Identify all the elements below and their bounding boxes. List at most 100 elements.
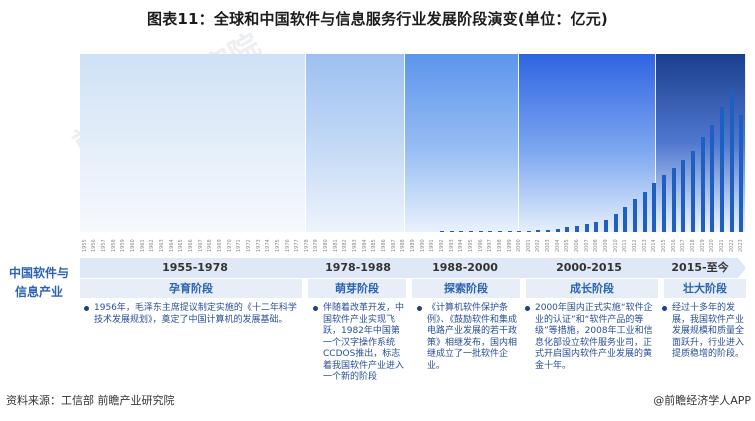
x-tick-label: 2010 — [612, 239, 619, 252]
x-tick-label: 1986 — [381, 239, 388, 252]
period-1978-1988: 1978-1988 — [302, 258, 414, 278]
bar — [459, 230, 464, 232]
bar — [594, 222, 599, 232]
bar — [633, 199, 637, 232]
period-2000-2015: 2000-2015 — [516, 258, 662, 278]
x-tick-label: 1996 — [477, 239, 484, 252]
bar — [642, 191, 647, 232]
x-tick-label: 1961 — [139, 239, 146, 252]
x-tick-label: 1995 — [467, 239, 474, 252]
x-axis-labels: 1955 1956 1957 1958 1959 1960 1961 1962 1963 1964… — [80, 234, 750, 254]
period-1955-1978: 1955-1978 — [80, 258, 310, 278]
x-tick-label: 2004 — [554, 239, 561, 252]
source-note: 资料来源：工信部 前瞻产业研究院 — [6, 394, 175, 407]
x-tick-label: 1967 — [197, 239, 204, 252]
stage-desc-text: 经过十多年的发展，我国软件产业发展规模和质量全面跃升，行业进入提质稳增的阶段。 — [672, 303, 745, 359]
bar — [478, 230, 483, 232]
row-label-line1: 中国软件与 — [8, 266, 69, 280]
bar — [526, 230, 531, 232]
stage-band-1 — [80, 54, 306, 232]
x-tick-label: 1975 — [274, 239, 281, 252]
period-2015-now: 2015-至今 — [654, 258, 746, 278]
stage-desc-text: 1956年，毛泽东主席提议制定实施的《十二年科学技术发展规划》，奠定了中国计算机… — [94, 303, 297, 325]
x-tick-label: 1959 — [120, 239, 127, 252]
x-tick-label: 1960 — [130, 239, 137, 252]
chart-area: 1955 1956 1957 1958 1959 1960 1961 1962 1963 1964… — [80, 54, 750, 254]
bar — [488, 230, 493, 232]
bullet-icon — [313, 306, 318, 311]
x-tick-label: 1955 — [81, 239, 88, 252]
x-tick-label: 1956 — [91, 239, 98, 252]
x-tick-label: 1992 — [438, 239, 445, 252]
x-tick-label: 1982 — [342, 239, 349, 252]
stage-desc-text: 伴随着改革开发，中国软件产业实现飞跃，1982年中国第一个汉字操作系统CCDOS… — [323, 303, 405, 382]
x-tick-label: 2015 — [660, 239, 667, 252]
stage-name-1: 孕育阶段 — [80, 279, 302, 298]
x-tick-label: 1985 — [371, 239, 378, 252]
x-tick-label: 1974 — [265, 239, 272, 252]
x-tick-label: 1976 — [284, 239, 291, 252]
x-tick-label: 2016 — [670, 239, 677, 252]
stage-name-4: 成长阶段 — [526, 279, 658, 298]
stage-desc-text: 《计算机软件保护条例》、《鼓励软件和集成电路产业发展的若干政策》相继发布，国内相… — [427, 303, 518, 371]
bar — [739, 115, 744, 232]
x-tick-label: 1989 — [410, 239, 416, 252]
bar-series — [80, 54, 750, 232]
bar — [565, 226, 570, 232]
x-tick-label: 1973 — [255, 239, 262, 252]
brand-credit: @前瞻经济学人APP — [653, 394, 751, 407]
bar — [439, 230, 444, 232]
bar — [575, 225, 580, 232]
row-label: 中国软件与 信息产业 — [6, 264, 72, 302]
period-row: 1955-1978 1978-1988 1988-2000 2000-2015 … — [80, 258, 750, 278]
stage-desc-text: 2000年国内正式实施“软件企业的认证”和“软件产品的等级”等措施，2008年工… — [535, 303, 653, 371]
bar — [497, 230, 502, 232]
bar — [671, 168, 676, 232]
stage-desc-3: 《计算机软件保护条例》、《鼓励软件和集成电路产业发展的若干政策》相继发布，国内相… — [417, 303, 517, 372]
bar — [700, 137, 705, 232]
x-tick-label: 1998 — [496, 239, 503, 252]
stage-desc-2: 伴随着改革开发，中国软件产业实现飞跃，1982年中国第一个汉字操作系统CCDOS… — [313, 303, 405, 384]
x-tick-label: 1969 — [216, 239, 223, 252]
x-tick-label: 1987 — [390, 239, 397, 252]
x-tick-label: 2022 — [728, 239, 735, 252]
x-tick-label: 2003 — [545, 239, 552, 252]
x-tick-label: 1994 — [458, 239, 465, 252]
x-tick-label: 1966 — [188, 239, 194, 252]
stage-band-2 — [306, 54, 405, 232]
bar — [652, 183, 657, 232]
x-tick-label: 2021 — [718, 239, 725, 252]
x-tick-label: 2019 — [699, 239, 706, 252]
bar — [719, 107, 724, 232]
x-tick-label: 1993 — [448, 239, 455, 252]
x-tick-label: 2014 — [651, 239, 658, 252]
x-tick-label: 1963 — [159, 239, 166, 252]
stage-desc-5: 经过十多年的发展，我国软件产业发展规模和质量全面跃升，行业进入提质稳增的阶段。 — [662, 303, 752, 361]
bar — [710, 124, 715, 232]
x-tick-label: 1979 — [313, 239, 320, 252]
period-1988-2000: 1988-2000 — [406, 258, 524, 278]
x-tick-label: 1997 — [487, 239, 494, 252]
row-label-line2: 信息产业 — [14, 285, 63, 299]
bullet-icon — [417, 306, 422, 311]
bar — [507, 230, 512, 232]
x-tick-label: 1957 — [101, 239, 108, 252]
bar — [555, 228, 560, 232]
x-tick-label: 2012 — [632, 239, 638, 252]
stage-name-2: 萌芽阶段 — [308, 279, 406, 298]
bar — [613, 214, 618, 232]
x-tick-label: 1970 — [226, 239, 233, 252]
x-tick-label: 1981 — [332, 239, 339, 252]
bar — [449, 230, 454, 232]
bar — [623, 207, 628, 232]
x-tick-label: 1965 — [178, 239, 185, 252]
x-tick-label: 1962 — [149, 239, 156, 252]
x-tick-label: 1958 — [110, 239, 117, 252]
bar — [517, 230, 522, 232]
x-tick-label: 2008 — [593, 239, 600, 252]
bar — [468, 230, 473, 232]
x-tick-label: 2013 — [641, 239, 648, 252]
bar — [536, 230, 541, 232]
bar — [546, 229, 551, 232]
x-tick-label: 2007 — [583, 239, 590, 252]
